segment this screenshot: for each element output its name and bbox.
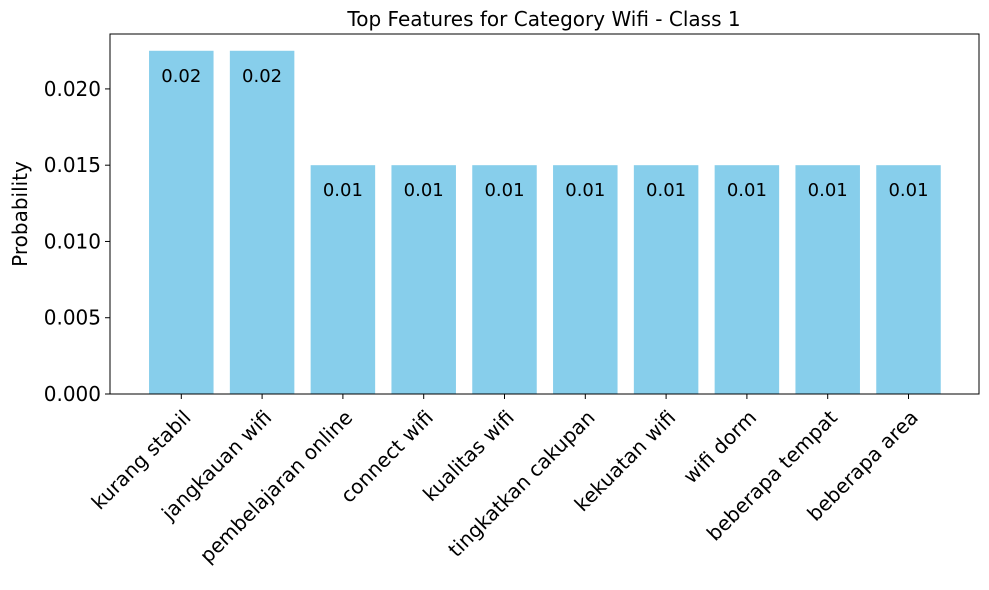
x-tick-label-5: tingkatkan cakupan — [443, 405, 599, 561]
bar-8 — [795, 165, 860, 394]
data-label-6: 0.01 — [646, 180, 686, 201]
x-tick-label-7: wifi dorm — [678, 405, 761, 488]
bar-1 — [229, 50, 295, 394]
y-tick-label-1: 0.005 — [44, 306, 101, 330]
data-labels-group: 0.02 0.02 0.01 0.01 0.01 0.01 0.01 0.01 0.01 0.01 — [161, 66, 928, 201]
data-label-9: 0.01 — [888, 180, 928, 201]
plot-area-frame — [109, 33, 980, 395]
data-label-5: 0.01 — [565, 180, 605, 201]
bar-5 — [553, 165, 618, 394]
data-label-0: 0.02 — [161, 66, 201, 87]
y-tick-label-3: 0.015 — [44, 153, 101, 177]
data-label-8: 0.01 — [808, 180, 848, 201]
y-tick-label-2: 0.010 — [44, 229, 101, 253]
y-tick-label-4: 0.020 — [44, 77, 101, 101]
bar-4 — [472, 165, 537, 394]
x-tick-label-2: pembelajaran online — [195, 405, 357, 567]
bar-7 — [714, 165, 780, 394]
bar-9 — [876, 165, 941, 394]
bar-3 — [391, 165, 456, 394]
data-label-4: 0.01 — [484, 180, 524, 201]
bar-2 — [310, 165, 376, 394]
bar-0 — [149, 50, 214, 394]
data-label-1: 0.02 — [242, 66, 282, 87]
data-label-3: 0.01 — [404, 180, 444, 201]
y-tick-label-0: 0.000 — [44, 382, 101, 406]
bar-6 — [633, 165, 699, 394]
chart-title: Top Features for Category Wifi - Class 1 — [346, 7, 740, 31]
y-axis-ticks: 0.000 0.005 0.010 0.015 0.020 — [44, 77, 110, 406]
data-label-7: 0.01 — [727, 180, 767, 201]
data-label-2: 0.01 — [323, 180, 363, 201]
y-axis-label: Probability — [8, 161, 32, 267]
bars-group — [149, 50, 941, 394]
